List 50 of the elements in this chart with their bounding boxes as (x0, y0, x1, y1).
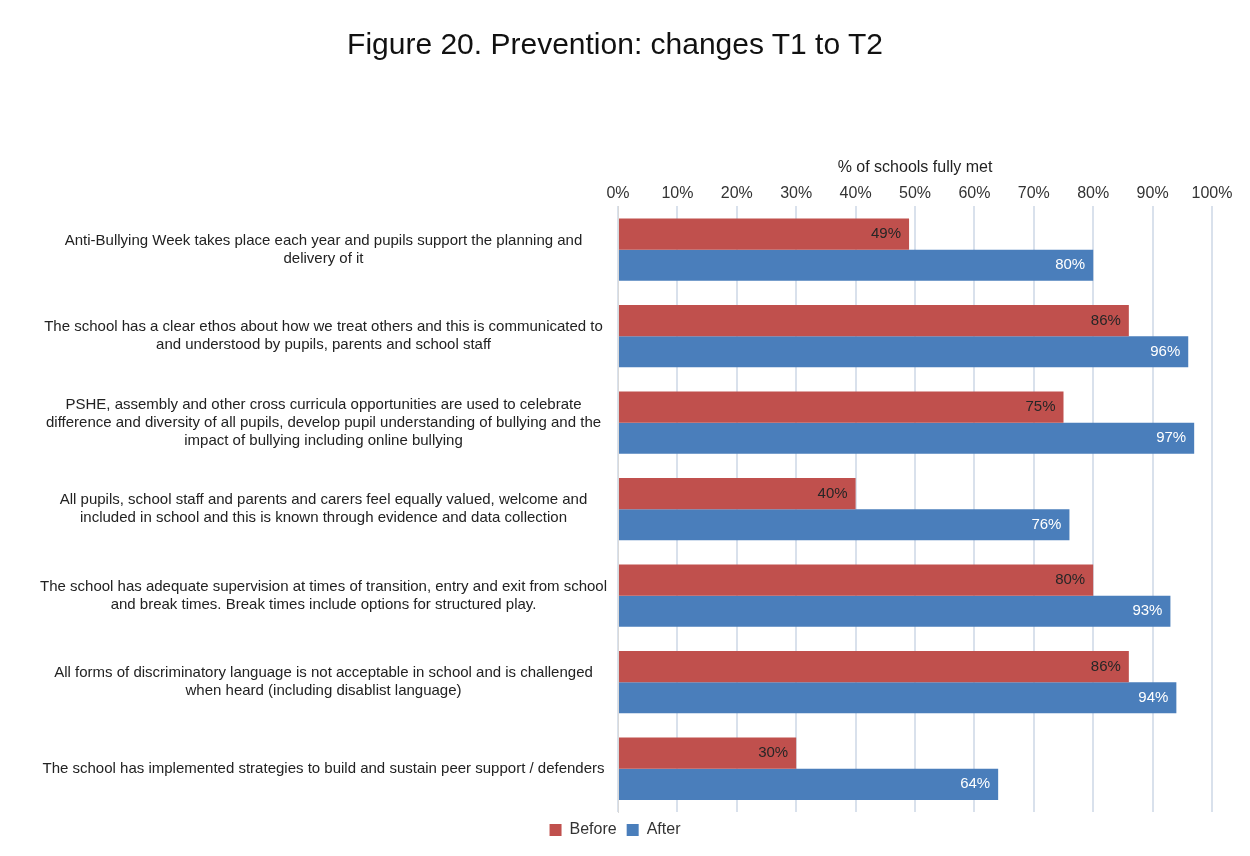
data-label: 86% (1090, 310, 1121, 328)
data-label: 97% (1156, 428, 1187, 446)
data-label: 94% (1138, 687, 1169, 705)
data-label: 96% (1150, 341, 1181, 359)
data-label: 93% (1132, 601, 1163, 619)
bar (619, 768, 999, 800)
bar (619, 564, 1094, 596)
data-label: 49% (871, 224, 902, 242)
bar (619, 682, 1177, 714)
y-tick-label: All pupils, school staff and parents and carers feel equally valued, welcome and included in school and this is known through evidence and data collection (59, 490, 588, 526)
chart-title: Figure 20. Prevention: changes T1 to T2 (347, 27, 883, 61)
bar (619, 651, 1129, 683)
legend-label: After (646, 820, 682, 838)
x-tick-label: 80% (1077, 184, 1110, 202)
bar (619, 305, 1129, 337)
data-label: 80% (1055, 255, 1086, 273)
data-label: 30% (758, 743, 789, 761)
bar (619, 391, 1064, 423)
y-tick-label: The school has implemented strategies to build and sustain peer support / defenders (42, 758, 605, 776)
y-tick-label: The school has adequate supervision at times of transition, entry and exit from school and break times. Break times include options for structured play. (40, 576, 607, 612)
data-label: 86% (1090, 656, 1121, 674)
x-tick-label: 20% (720, 184, 753, 202)
y-tick-label: The school has a clear ethos about how we treat others and this is communicated to and understood by pupils, parents and school staff (44, 317, 603, 353)
y-tick-label: All forms of discriminatory language is not acceptable in school and is challenged when heard (including disablist language) (54, 663, 593, 699)
x-tick-label: 40% (839, 184, 872, 202)
bar (619, 737, 797, 769)
bar (619, 336, 1189, 368)
legend-label: Before (569, 820, 617, 838)
bar (619, 509, 1070, 541)
bar (619, 422, 1195, 454)
x-tick-label: 70% (1017, 184, 1050, 202)
x-tick-label: 60% (958, 184, 991, 202)
data-label: 64% (960, 774, 991, 792)
y-tick-label: Anti-Bullying Week takes place each year and pupils support the planning and delivery of it (64, 230, 583, 266)
y-tick-label: PSHE, assembly and other cross curricula opportunities are used to celebrate difference and diversity of all pupils, develop pupil understanding of bullying and the impact of bullying including online bullying (45, 394, 602, 448)
x-tick-label: 10% (661, 184, 694, 202)
bar (619, 595, 1171, 627)
bar (619, 218, 910, 250)
x-tick-label: 0% (606, 184, 630, 202)
data-label: 75% (1025, 397, 1056, 415)
data-label: 80% (1055, 570, 1086, 588)
x-tick-label: 50% (898, 184, 932, 202)
bar (619, 478, 856, 510)
x-tick-label: 100% (1191, 184, 1233, 202)
data-label: 76% (1031, 514, 1062, 532)
data-label: 40% (817, 483, 848, 501)
bar (619, 249, 1094, 281)
x-tick-label: 30% (780, 184, 813, 202)
x-axis-title: % of schools fully met (837, 158, 993, 176)
x-tick-label: 90% (1136, 184, 1169, 202)
